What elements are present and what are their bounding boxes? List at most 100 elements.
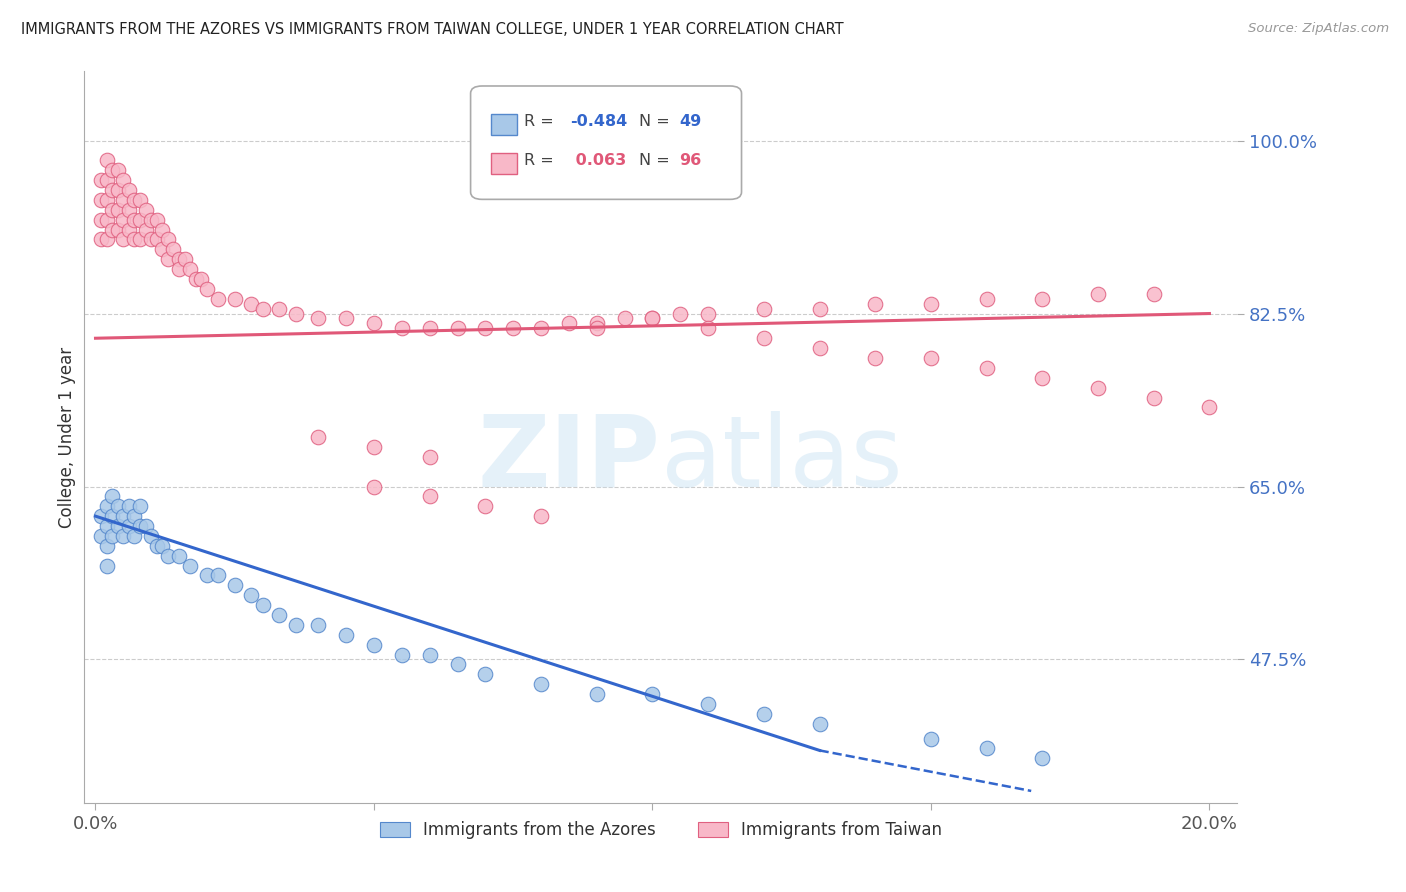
Point [1143,286,1166,301]
Point [307,430,329,444]
Point [145,232,167,246]
Point [167,549,190,563]
Point [363,479,385,493]
Point [252,598,274,612]
Point [107,163,129,178]
Point [530,677,553,691]
Point [613,311,636,326]
Point [145,539,167,553]
Point [156,232,179,246]
Point [207,568,229,582]
Point [252,301,274,316]
Point [96,539,118,553]
Point [669,306,692,320]
Point [335,311,357,326]
Point [865,351,887,365]
Point [269,301,291,316]
Point [101,509,124,524]
Point [179,558,201,573]
Point [474,667,496,681]
Point [190,272,212,286]
Point [920,731,942,746]
Point [118,500,141,514]
Point [976,292,998,306]
Point [585,321,607,335]
Point [90,173,112,187]
Point [446,321,468,335]
Point [641,687,664,701]
Point [118,183,141,197]
Point [162,242,184,256]
Point [101,183,124,197]
Point [129,519,152,533]
Point [173,252,195,267]
Text: R =: R = [523,153,558,168]
Point [124,529,146,543]
Point [112,212,135,227]
Point [920,296,942,310]
Text: N =: N = [638,113,675,128]
Point [118,222,141,236]
Point [195,568,218,582]
Point [124,212,146,227]
Text: N =: N = [638,153,675,168]
Point [124,193,146,207]
Point [697,697,720,711]
Point [419,321,441,335]
Point [865,296,887,310]
Point [585,317,607,331]
Legend: Immigrants from the Azores, Immigrants from Taiwan: Immigrants from the Azores, Immigrants f… [373,814,949,846]
Point [391,648,413,662]
Point [101,163,124,178]
Point [90,212,112,227]
Point [107,222,129,236]
Text: IMMIGRANTS FROM THE AZORES VS IMMIGRANTS FROM TAIWAN COLLEGE, UNDER 1 YEAR CORRE: IMMIGRANTS FROM THE AZORES VS IMMIGRANTS… [21,22,844,37]
FancyBboxPatch shape [491,114,517,135]
Point [474,321,496,335]
Point [129,193,152,207]
Point [141,212,163,227]
Point [141,232,163,246]
Point [419,450,441,464]
Point [240,296,263,310]
Text: 49: 49 [679,113,702,128]
Point [446,657,468,672]
Text: 96: 96 [679,153,702,168]
Point [167,252,190,267]
Point [1031,751,1053,765]
Point [808,341,831,355]
Point [167,262,190,277]
Point [363,317,385,331]
Point [697,321,720,335]
Point [129,212,152,227]
Point [135,202,157,217]
Point [697,306,720,320]
Point [976,360,998,375]
Point [530,321,553,335]
Point [558,317,581,331]
FancyBboxPatch shape [491,153,517,174]
Point [107,183,129,197]
Point [307,618,329,632]
Point [502,321,524,335]
Point [307,311,329,326]
Point [150,222,173,236]
Point [808,301,831,316]
Point [101,489,124,503]
Point [90,509,112,524]
Point [752,706,775,721]
FancyBboxPatch shape [471,86,741,200]
Point [150,539,173,553]
Point [90,193,112,207]
Text: ZIP: ZIP [478,410,661,508]
Point [118,519,141,533]
Point [135,222,157,236]
Point [101,529,124,543]
Point [419,648,441,662]
Point [530,509,553,524]
Point [1031,292,1053,306]
Point [285,306,308,320]
Point [224,292,246,306]
Point [156,252,179,267]
Point [363,638,385,652]
